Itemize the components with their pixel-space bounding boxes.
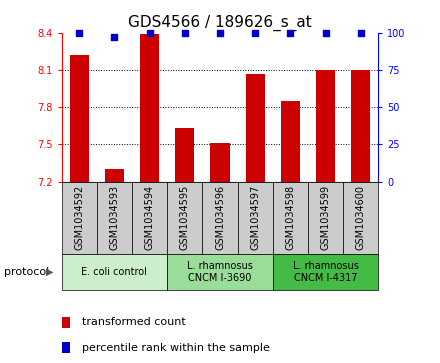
Text: GSM1034599: GSM1034599 <box>321 185 330 250</box>
Bar <box>167 254 273 290</box>
Bar <box>132 182 167 254</box>
Bar <box>70 55 89 182</box>
Text: L. rhamnosus
CNCM I-3690: L. rhamnosus CNCM I-3690 <box>187 261 253 284</box>
Bar <box>97 182 132 254</box>
Text: GSM1034595: GSM1034595 <box>180 185 190 250</box>
Bar <box>343 182 378 254</box>
Point <box>357 30 364 36</box>
Bar <box>210 143 230 182</box>
Point <box>146 30 153 36</box>
Bar <box>167 182 202 254</box>
Text: E. coli control: E. coli control <box>81 267 147 277</box>
Bar <box>62 342 70 353</box>
Bar <box>273 182 308 254</box>
Point <box>111 34 118 40</box>
Bar <box>246 74 265 182</box>
Text: GSM1034598: GSM1034598 <box>286 185 295 250</box>
Title: GDS4566 / 189626_s_at: GDS4566 / 189626_s_at <box>128 15 312 31</box>
Text: GSM1034592: GSM1034592 <box>74 185 84 250</box>
Point <box>252 30 259 36</box>
Text: protocol: protocol <box>4 267 50 277</box>
Text: GSM1034597: GSM1034597 <box>250 185 260 250</box>
Bar <box>140 34 159 182</box>
Text: GSM1034594: GSM1034594 <box>145 185 154 250</box>
Point <box>322 30 329 36</box>
Text: transformed count: transformed count <box>82 317 186 327</box>
Text: GSM1034593: GSM1034593 <box>110 185 119 250</box>
Bar <box>351 70 370 182</box>
Point <box>287 30 294 36</box>
Text: GSM1034596: GSM1034596 <box>215 185 225 250</box>
Bar <box>238 182 273 254</box>
Text: ▶: ▶ <box>46 267 54 277</box>
Point <box>76 30 83 36</box>
Text: percentile rank within the sample: percentile rank within the sample <box>82 343 270 353</box>
Bar <box>62 182 97 254</box>
Text: L. rhamnosus
CNCM I-4317: L. rhamnosus CNCM I-4317 <box>293 261 359 284</box>
Bar <box>62 254 167 290</box>
Bar <box>105 169 124 182</box>
Text: GSM1034600: GSM1034600 <box>356 185 366 250</box>
Bar <box>308 182 343 254</box>
Bar <box>202 182 238 254</box>
Bar <box>175 128 194 182</box>
Point <box>181 30 188 36</box>
Bar <box>273 254 378 290</box>
Bar <box>281 101 300 182</box>
Bar <box>316 70 335 182</box>
Bar <box>62 317 70 328</box>
Point <box>216 30 224 36</box>
